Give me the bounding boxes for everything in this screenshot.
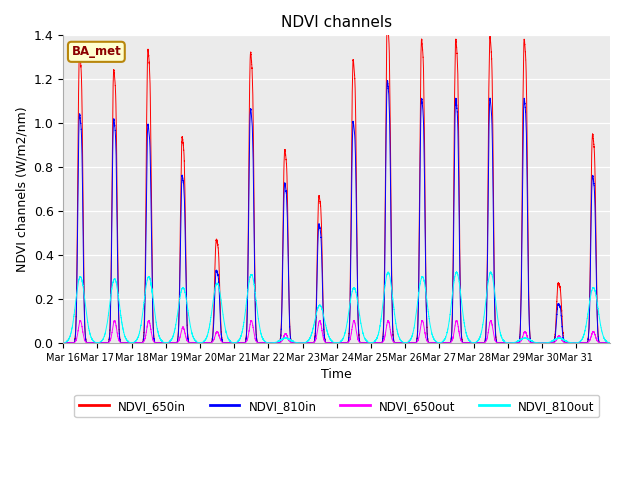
NDVI_810in [248, 116, 255, 121]
NDVI_650in [108, 167, 116, 173]
NDVI_810out [560, 337, 568, 343]
NDVI_810in [560, 338, 568, 344]
NDVI_650out [560, 339, 568, 345]
Title: NDVI channels: NDVI channels [282, 15, 392, 30]
NDVI_650in [383, 18, 391, 24]
Legend: NDVI_650in, NDVI_810in, NDVI_650out, NDVI_810out: NDVI_650in, NDVI_810in, NDVI_650out, NDV… [74, 395, 600, 417]
NDVI_650out [60, 340, 67, 346]
NDVI_810out [483, 292, 490, 298]
NDVI_810in [383, 77, 391, 83]
Text: BA_met: BA_met [72, 45, 121, 58]
Line: NDVI_810in: NDVI_810in [63, 80, 611, 343]
X-axis label: Time: Time [321, 368, 352, 381]
NDVI_650in [560, 337, 568, 343]
NDVI_650in [248, 62, 255, 68]
NDVI_810out [248, 272, 255, 277]
NDVI_810out [108, 284, 116, 289]
NDVI_810out [538, 340, 546, 346]
NDVI_650in [483, 307, 490, 312]
Line: NDVI_650out: NDVI_650out [63, 321, 611, 343]
NDVI_650out [483, 336, 490, 342]
NDVI_650in [607, 340, 614, 346]
NDVI_650in [523, 89, 531, 95]
NDVI_810out [211, 291, 218, 297]
NDVI_810in [60, 340, 67, 346]
Line: NDVI_650in: NDVI_650in [63, 21, 611, 343]
Y-axis label: NDVI channels (W/m2/nm): NDVI channels (W/m2/nm) [15, 106, 28, 272]
NDVI_810out [523, 336, 531, 341]
NDVI_810out [60, 340, 67, 346]
NDVI_650in [211, 297, 218, 302]
Line: NDVI_810out: NDVI_810out [63, 272, 611, 343]
NDVI_810out [607, 340, 614, 346]
NDVI_650out [211, 336, 218, 342]
NDVI_650out [419, 318, 426, 324]
NDVI_650out [523, 332, 531, 337]
NDVI_810in [211, 310, 218, 315]
NDVI_810in [108, 198, 116, 204]
NDVI_810out [487, 269, 495, 275]
NDVI_650out [108, 329, 116, 335]
NDVI_650out [607, 340, 614, 346]
NDVI_650in [60, 340, 67, 346]
NDVI_810in [483, 313, 490, 319]
NDVI_810in [523, 138, 531, 144]
NDVI_650out [248, 318, 255, 324]
NDVI_810in [607, 340, 614, 346]
